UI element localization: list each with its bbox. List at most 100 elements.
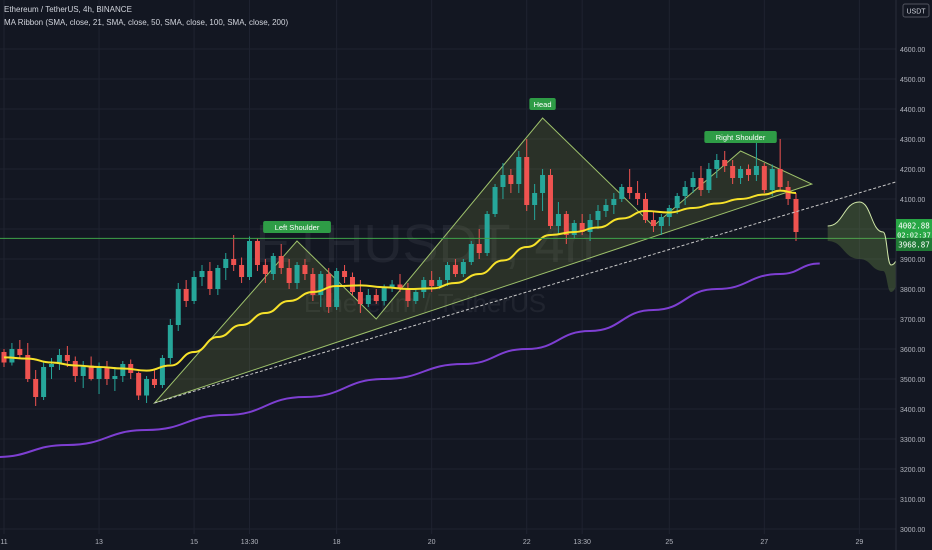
- time-tick-label: 13:30: [241, 539, 259, 546]
- candle-body: [777, 169, 783, 187]
- time-tick-label: 25: [665, 539, 673, 546]
- candle-body: [745, 169, 751, 175]
- candle-body: [540, 175, 546, 193]
- currency-label: USDT: [906, 9, 926, 16]
- candle-body: [658, 217, 664, 226]
- candle-body: [579, 223, 585, 232]
- level-price-value: 3968.87: [898, 241, 930, 250]
- candle-body: [357, 292, 363, 304]
- indicator-legend[interactable]: MA Ribbon (SMA, close, 21, SMA, close, 5…: [4, 18, 289, 27]
- candle-body: [397, 284, 403, 289]
- moving-averages: [0, 189, 820, 458]
- candle-body: [191, 277, 197, 301]
- candle-body: [643, 199, 649, 220]
- candle-body: [484, 214, 490, 253]
- candle-body: [405, 289, 411, 301]
- candle-body: [33, 379, 39, 397]
- candle-body: [326, 274, 332, 307]
- candle-body: [627, 187, 633, 193]
- candle-body: [785, 187, 791, 199]
- candle-body: [302, 265, 308, 274]
- pattern-shape: [152, 117, 814, 405]
- head-and-shoulders-pattern[interactable]: [152, 117, 814, 405]
- candle-body: [460, 262, 466, 274]
- candle-body: [547, 175, 553, 226]
- currency-badge[interactable]: USDT: [902, 3, 930, 18]
- last-price-tag: 4002.88 02:02:37: [896, 219, 932, 241]
- time-tick-label: 13: [95, 539, 103, 546]
- candle-body: [769, 169, 775, 190]
- candle-body: [730, 166, 736, 178]
- time-tick-label: 20: [428, 539, 436, 546]
- price-axis: 3000.00 3100.00 3200.00 3300.00 3400.00 3500.…: [900, 47, 925, 534]
- candle-body: [524, 157, 530, 205]
- price-tick-label: 4600.00: [900, 47, 925, 54]
- candle-body: [619, 187, 625, 199]
- price-tick-label: 3100.00: [900, 497, 925, 504]
- time-tick-label: 11: [0, 539, 7, 546]
- candle-body: [476, 244, 482, 253]
- ma-slow-line: [0, 262, 820, 458]
- drawings-overlay[interactable]: Left Shoulder Head Right Shoulder: [0, 98, 932, 404]
- time-tick-label: 13:30: [573, 539, 591, 546]
- candle-body: [25, 355, 31, 379]
- candle-body: [492, 187, 498, 214]
- candle-body: [199, 271, 205, 277]
- candle-body: [690, 178, 696, 187]
- candle-body: [278, 256, 284, 268]
- price-axis-panel[interactable]: [896, 0, 932, 550]
- candle-body: [104, 367, 110, 379]
- candle-body: [650, 220, 656, 226]
- candle-body: [682, 187, 688, 196]
- candle-body: [286, 268, 292, 283]
- candle-body: [72, 361, 78, 376]
- price-tick-label: 3200.00: [900, 467, 925, 474]
- candle-body: [468, 244, 474, 262]
- price-tick-label: 3400.00: [900, 407, 925, 414]
- candle-body: [247, 241, 253, 277]
- candle-body: [587, 220, 593, 232]
- time-tick-label: 27: [760, 539, 768, 546]
- pattern-label-text: Left Shoulder: [275, 223, 320, 232]
- candle-body: [41, 367, 47, 397]
- candle-body: [445, 265, 451, 280]
- pattern-label-bg: [529, 98, 556, 110]
- price-tick-label: 4500.00: [900, 77, 925, 84]
- level-price-tag: 3968.87: [896, 238, 932, 251]
- candle-body: [429, 280, 435, 286]
- pattern-label-bg: [263, 221, 331, 233]
- candle-body: [120, 364, 126, 376]
- candle-body: [365, 295, 371, 304]
- bar-countdown: 02:02:37: [897, 232, 931, 240]
- ma-fast-line: [3, 189, 797, 372]
- pattern-label-text: Head: [534, 100, 552, 109]
- candle-body: [183, 289, 189, 301]
- projection-band: [827, 202, 932, 302]
- price-tick-label: 3300.00: [900, 437, 925, 444]
- candle-body: [262, 265, 268, 274]
- price-tick-label: 4400.00: [900, 107, 925, 114]
- candle-body: [151, 379, 157, 385]
- symbol-title[interactable]: Ethereum / TetherUS, 4h, BINANCE: [4, 5, 132, 14]
- neckline-trendline: [154, 170, 932, 404]
- candle-body: [437, 280, 443, 286]
- candle-body: [421, 280, 427, 292]
- candle-body: [96, 367, 102, 379]
- candle-body: [310, 274, 316, 295]
- candle-body: [753, 166, 759, 175]
- candle-body: [167, 325, 173, 358]
- pattern-label: Left Shoulder: [263, 221, 331, 233]
- candle-body: [706, 169, 712, 190]
- candle-body: [563, 214, 569, 235]
- candle-body: [49, 364, 55, 367]
- time-tick-label: 15: [190, 539, 198, 546]
- candle-body: [80, 365, 86, 376]
- candle-body: [334, 271, 340, 307]
- candle-body: [239, 265, 245, 277]
- price-tick-label: 3800.00: [900, 287, 925, 294]
- candle-body: [207, 271, 213, 289]
- price-tick-label: 4200.00: [900, 167, 925, 174]
- pattern-label-text: Right Shoulder: [716, 133, 766, 142]
- candle-body: [144, 379, 150, 396]
